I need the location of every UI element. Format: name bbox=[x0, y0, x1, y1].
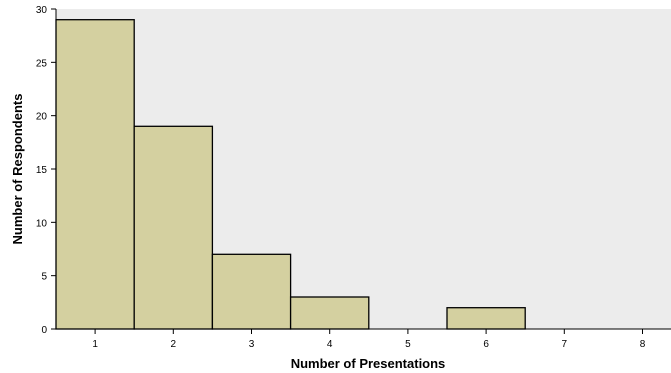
x-tick-label-3: 3 bbox=[249, 339, 255, 350]
x-tick-label-2: 2 bbox=[171, 339, 177, 350]
bar-3 bbox=[211, 253, 292, 330]
y-tick-label-5: 5 bbox=[41, 272, 47, 283]
y-tick-label-0: 0 bbox=[41, 325, 47, 336]
y-tick-label-20: 20 bbox=[36, 112, 48, 123]
y-tick-label-30: 30 bbox=[36, 5, 48, 16]
y-axis-title: Number of Respondents bbox=[10, 94, 25, 245]
bar-1 bbox=[55, 19, 135, 330]
bar-4 bbox=[289, 296, 370, 330]
x-tick-label-6: 6 bbox=[483, 339, 489, 350]
y-tick-label-10: 10 bbox=[36, 218, 48, 229]
bar-2 bbox=[133, 125, 214, 330]
bar-6 bbox=[446, 307, 526, 330]
x-tick-label-7: 7 bbox=[562, 339, 568, 350]
x-tick-label-1: 1 bbox=[92, 339, 98, 350]
y-tick-label-25: 25 bbox=[36, 58, 48, 69]
x-tick-label-4: 4 bbox=[327, 339, 333, 350]
y-tick-label-15: 15 bbox=[36, 165, 48, 176]
x-axis-title: Number of Presentations bbox=[291, 356, 446, 371]
ticks-group: 0 5 10 15 20 25 30 1 2 3 4 5 6 7 8 bbox=[36, 5, 646, 350]
x-tick-label-5: 5 bbox=[405, 339, 411, 350]
bars-group bbox=[55, 19, 526, 330]
x-tick-label-8: 8 bbox=[640, 339, 646, 350]
